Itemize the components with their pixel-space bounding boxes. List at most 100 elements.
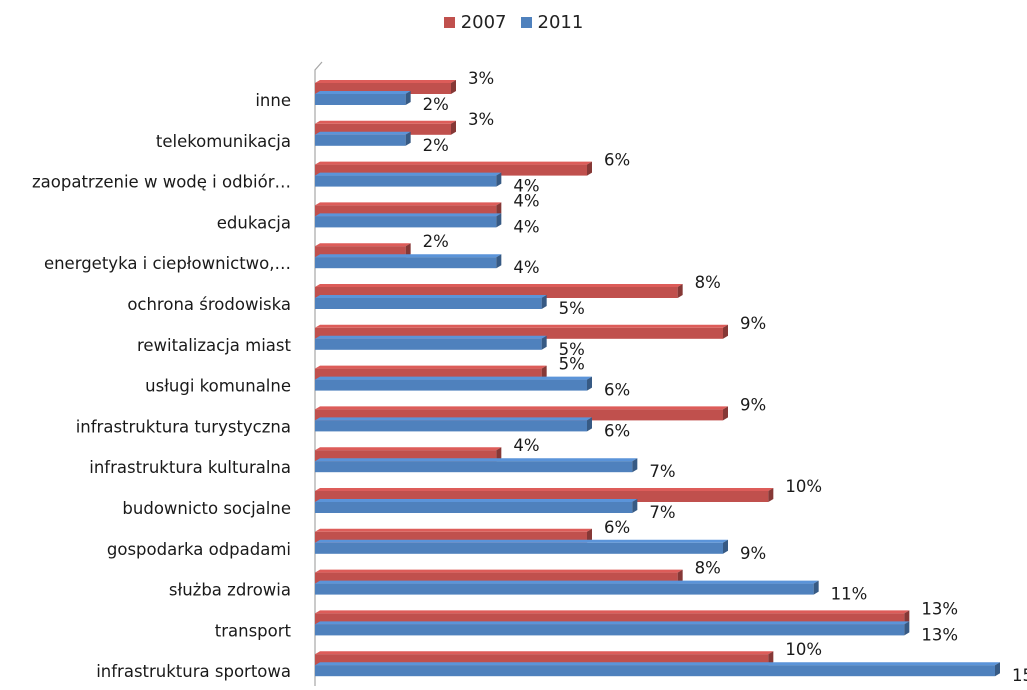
bar-front-face	[315, 420, 587, 432]
legend-label-2011: 2011	[537, 12, 584, 33]
bar-2007	[315, 324, 728, 339]
bar-front-face	[315, 583, 814, 595]
data-label-2007: 6%	[604, 151, 630, 170]
bar-top-face	[315, 335, 547, 339]
bar-side-face	[587, 376, 592, 391]
data-label-2011: 11%	[831, 585, 868, 604]
data-label-2011: 2%	[423, 95, 449, 114]
category-label: usługi komunalne	[145, 377, 291, 396]
bar-side-face	[541, 335, 547, 350]
bar-side-face	[451, 120, 456, 135]
bar-front-face	[315, 613, 905, 625]
data-label-2007: 4%	[513, 436, 539, 455]
bar-2007	[315, 651, 774, 666]
category-label: służba zdrowia	[169, 581, 291, 600]
data-label-2007: 13%	[921, 599, 958, 618]
bar-front-face	[315, 298, 542, 309]
bar-top-face	[315, 488, 774, 491]
bar-side-face	[405, 131, 411, 146]
bar-top-face	[315, 284, 683, 287]
data-label-2007: 6%	[604, 518, 630, 537]
bar-front-face	[315, 134, 406, 146]
bar-front-face	[315, 450, 497, 462]
data-label-2011: 7%	[649, 462, 675, 481]
category-label: infrastruktura sportowa	[96, 662, 291, 681]
bar-top-face	[315, 202, 502, 206]
data-label-2011: 5%	[559, 299, 585, 318]
bar-top-face	[315, 651, 774, 655]
bar-side-face	[541, 365, 547, 380]
legend-label-2007: 2007	[460, 12, 507, 33]
bar-2011	[315, 662, 1000, 677]
bar-2011	[315, 254, 502, 269]
bar-2011	[315, 539, 728, 554]
bar-front-face	[315, 624, 905, 636]
category-label: inne	[255, 91, 291, 110]
bar-side-face	[405, 243, 411, 258]
bar-front-face	[315, 216, 497, 228]
data-label-2011: 15%	[1012, 666, 1027, 685]
bar-2007	[315, 569, 683, 584]
category-label: infrastruktura kulturalna	[89, 458, 291, 477]
bar-2007	[315, 528, 592, 543]
bar-2011	[315, 499, 638, 513]
bar-2011	[315, 213, 502, 228]
bar-side-face	[677, 284, 683, 298]
data-label-2007: 4%	[513, 191, 539, 210]
category-label: edukacja	[217, 213, 291, 232]
bar-2007	[315, 80, 456, 94]
legend-item-2007: 2007	[443, 12, 507, 33]
category-label: zaopatrzenie w wodę i odbiór…	[32, 173, 291, 192]
bar-2011	[315, 458, 638, 473]
data-label-2011: 7%	[649, 503, 675, 522]
bar-top-face	[315, 295, 547, 298]
bar-top-face	[315, 172, 502, 176]
bar-2007	[315, 161, 592, 176]
data-label-2007: 3%	[468, 110, 494, 129]
bar-front-face	[315, 205, 497, 217]
bar-side-face	[904, 610, 910, 625]
bar-side-face	[405, 91, 411, 105]
bar-2007	[315, 120, 456, 135]
bar-2007	[315, 284, 683, 298]
bar-top-face	[315, 376, 592, 380]
bar-side-face	[496, 202, 502, 217]
category-label: ochrona środowiska	[127, 295, 291, 314]
bar-2011	[315, 172, 502, 187]
data-label-2007: 10%	[785, 477, 822, 496]
bar-2011	[315, 335, 547, 350]
bar-2007	[315, 365, 547, 380]
bar-front-face	[315, 94, 406, 105]
bar-top-face	[315, 499, 638, 502]
bar-top-face	[315, 324, 728, 328]
bar-top-face	[315, 662, 1000, 666]
data-label-2011: 6%	[604, 421, 630, 440]
data-label-2007: 8%	[695, 273, 721, 292]
data-label-2011: 2%	[423, 136, 449, 155]
bar-2007	[315, 610, 910, 625]
legend-swatch-2011	[520, 17, 532, 28]
bar-front-face	[315, 246, 406, 258]
data-label-2011: 4%	[513, 217, 539, 236]
bar-front-face	[315, 83, 451, 94]
bar-side-face	[995, 662, 1000, 677]
bar-2007	[315, 406, 728, 421]
bar-front-face	[315, 665, 995, 677]
bar-top-face	[315, 580, 819, 584]
bar-front-face	[315, 175, 497, 187]
bar-side-face	[723, 539, 728, 554]
data-label-2007: 5%	[559, 355, 585, 374]
legend: 2007 2011	[0, 12, 1027, 33]
bar-front-face	[315, 338, 542, 350]
bar-top-face	[315, 91, 411, 94]
y-axis-line	[314, 61, 323, 688]
bar-side-face	[541, 295, 547, 309]
bar-side-face	[813, 580, 819, 595]
bar-top-face	[315, 365, 547, 369]
bar-front-face	[315, 491, 769, 502]
bar-2011	[315, 621, 910, 636]
bar-front-face	[315, 164, 587, 176]
bar-side-face	[496, 447, 502, 462]
